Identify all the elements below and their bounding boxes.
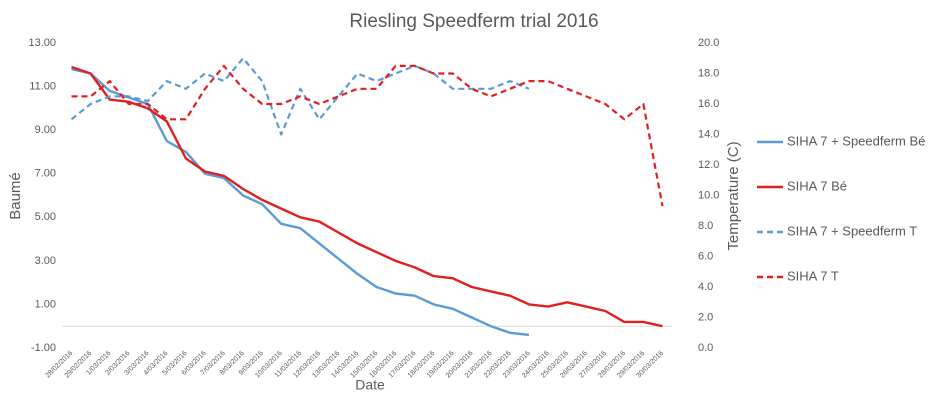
y-tick-label: 7.00 [35,168,56,180]
y2-tick-label: 6.0 [698,250,713,262]
y-tick-label: 5.00 [35,211,56,223]
y2-tick-label: 8.0 [698,220,713,232]
y2-tick-label: 12.0 [698,159,719,171]
x-axis-title: Date [355,377,385,393]
y2-tick-label: 20.0 [698,37,719,49]
y-tick-label: 3.00 [35,255,56,267]
legend-label: SIHA 7 T [787,268,839,283]
y-tick-label: 1.00 [35,298,56,310]
y2-tick-label: 0.0 [698,342,713,354]
y2-tick-label: 4.0 [698,281,713,293]
legend-label: SIHA 7 Bé [787,178,847,193]
y2-tick-label: 2.0 [698,311,713,323]
y2-axis-title: Temperature (C) [725,141,742,250]
series-line [71,64,664,207]
y-axis-title: Baumé [7,172,24,220]
y2-tick-label: 10.0 [698,189,719,201]
series-line [70,57,530,136]
chart-title: Riesling Speedferm trial 2016 [349,11,598,32]
y-tick-label: 9.00 [35,124,56,136]
legend-label: SIHA 7 + Speedferm Bé [787,133,925,148]
legend-label: SIHA 7 + Speedferm T [787,223,917,238]
y2-tick-label: 18.0 [698,67,719,79]
series-line [71,67,530,337]
series-line [71,65,663,328]
y-tick-label: 13.00 [28,37,56,49]
y-tick-label: 11.00 [29,80,56,92]
y-tick-label: -1.00 [31,342,56,354]
y2-tick-label: 14.0 [698,128,719,140]
y2-tick-label: 16.0 [698,98,719,110]
